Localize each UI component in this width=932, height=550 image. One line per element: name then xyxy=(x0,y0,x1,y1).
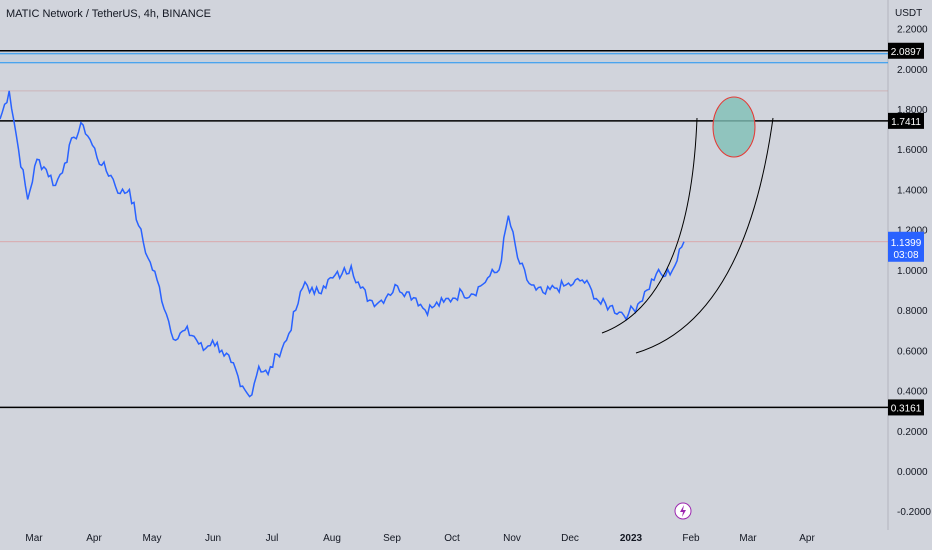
x-tick-label: Apr xyxy=(86,533,102,544)
y-tick-label: 1.0000 xyxy=(897,266,928,277)
y-tick-label: 1.8000 xyxy=(897,105,928,116)
target-circle xyxy=(712,96,756,158)
y-tick-label: 1.2000 xyxy=(897,226,928,237)
level-price-tag xyxy=(888,42,924,59)
x-tick-label: Jun xyxy=(205,533,221,544)
y-tick-label: 0.2000 xyxy=(897,427,928,438)
y-tick-label: 0.0000 xyxy=(897,467,928,478)
resistance-zone xyxy=(0,50,888,63)
level-price-tag-text: 0.3161 xyxy=(891,403,922,414)
lightning-icon-glyph xyxy=(680,505,686,517)
x-tick-label: Mar xyxy=(25,533,43,544)
x-tick-label: May xyxy=(143,533,162,544)
y-tick-label: 2.2000 xyxy=(897,25,928,36)
level-price-tag-text: 1.7411 xyxy=(891,117,921,128)
y-tick-label: 0.8000 xyxy=(897,306,928,317)
current-price-tag xyxy=(888,231,924,262)
x-tick-label: Feb xyxy=(682,533,700,544)
x-tick-label: Jul xyxy=(266,533,279,544)
current-price-value: 1.1399 xyxy=(891,238,922,249)
y-tick-label: 1.6000 xyxy=(897,145,928,156)
y-tick-label: -0.2000 xyxy=(897,507,931,518)
y-tick-label: 0.6000 xyxy=(897,346,928,357)
x-tick-label: Oct xyxy=(444,533,460,544)
y-tick-label: 0.4000 xyxy=(897,387,928,398)
chart-title: MATIC Network / TetherUS, 4h, BINANCE xyxy=(6,8,211,20)
y-tick-label: 2.0000 xyxy=(897,65,928,76)
x-tick-label: Apr xyxy=(799,533,815,544)
price-series-line xyxy=(0,90,685,398)
x-tick-label: Aug xyxy=(323,533,341,544)
axis-unit-label: USDT xyxy=(895,8,923,19)
x-tick-label: 2023 xyxy=(620,533,643,544)
projection-curve xyxy=(601,117,698,334)
bar-countdown: 03:08 xyxy=(893,250,918,261)
level-price-tag xyxy=(888,399,924,416)
level-price-tag-text: 2.0897 xyxy=(891,47,922,58)
level-price-tag xyxy=(888,112,924,129)
y-tick-label: 1.4000 xyxy=(897,185,928,196)
x-tick-label: Nov xyxy=(503,533,521,544)
projection-curve xyxy=(635,117,774,354)
x-tick-label: Sep xyxy=(383,533,401,544)
x-tick-label: Dec xyxy=(561,533,579,544)
x-tick-label: Mar xyxy=(739,533,757,544)
